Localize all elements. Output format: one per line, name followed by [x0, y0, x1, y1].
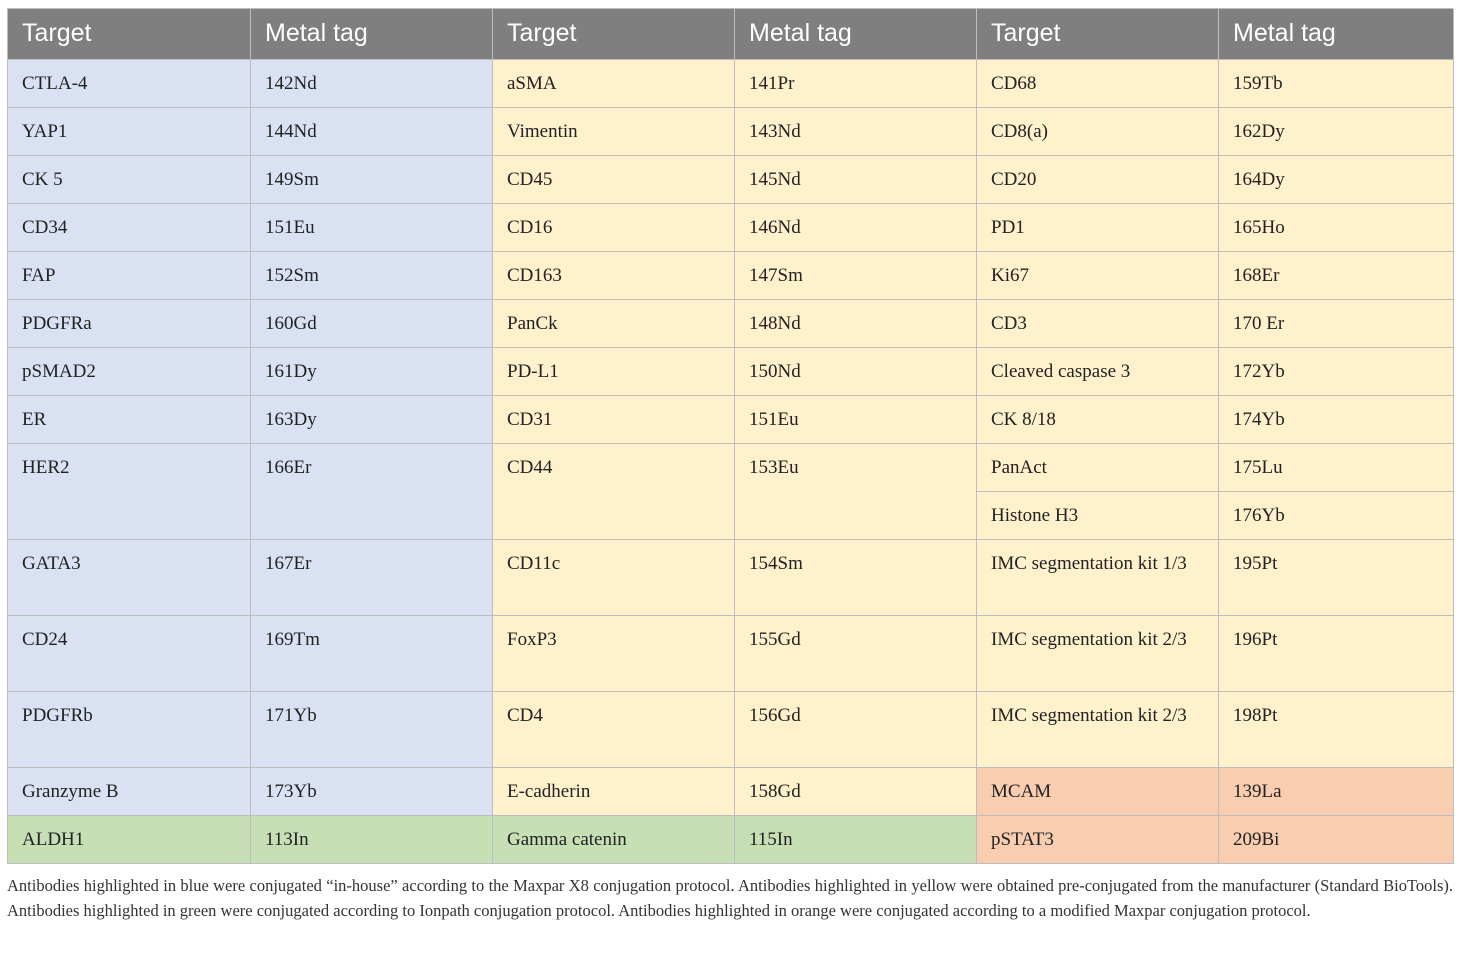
table-cell-target: CD20: [977, 156, 1219, 204]
header-target-2: Target: [493, 9, 735, 60]
table-cell-metal-tag: 151Eu: [735, 396, 977, 444]
table-cell-target: CK 8/18: [977, 396, 1219, 444]
table-cell-target: Cleaved caspase 3: [977, 348, 1219, 396]
table-cell-target: PDGFRa: [8, 300, 251, 348]
table-cell-target: CD16: [493, 204, 735, 252]
table-cell-metal-tag: 175Lu: [1219, 444, 1454, 492]
table-cell-metal-tag: 173Yb: [251, 768, 493, 816]
table-cell-metal-tag: 147Sm: [735, 252, 977, 300]
table-cell-target: CD68: [977, 60, 1219, 108]
table-cell-target: YAP1: [8, 108, 251, 156]
table-cell-metal-tag: 169Tm: [251, 616, 493, 692]
table-cell-metal-tag: 158Gd: [735, 768, 977, 816]
table-cell-metal-tag: 148Nd: [735, 300, 977, 348]
table-cell-target: Granzyme B: [8, 768, 251, 816]
table-cell-metal-tag: 198Pt: [1219, 692, 1454, 768]
table-cell-target: Ki67: [977, 252, 1219, 300]
table-cell-metal-tag: 172Yb: [1219, 348, 1454, 396]
table-cell-target: GATA3: [8, 540, 251, 616]
table-cell-metal-tag: 209Bi: [1219, 816, 1454, 864]
table-cell-metal-tag: 161Dy: [251, 348, 493, 396]
table-cell-target: CD31: [493, 396, 735, 444]
table-cell-target: IMC segmentation kit 2/3: [977, 616, 1219, 692]
header-target-3: Target: [977, 9, 1219, 60]
header-metal-tag-3: Metal tag: [1219, 9, 1454, 60]
table-cell-metal-tag: 159Tb: [1219, 60, 1454, 108]
table-cell-metal-tag: 151Eu: [251, 204, 493, 252]
table-cell-target: HER2: [8, 444, 251, 540]
table-cell-metal-tag: 168Er: [1219, 252, 1454, 300]
table-cell-target: IMC segmentation kit 1/3: [977, 540, 1219, 616]
table-cell-target: CD34: [8, 204, 251, 252]
table-cell-metal-tag: 167Er: [251, 540, 493, 616]
table-cell-metal-tag: 155Gd: [735, 616, 977, 692]
table-cell-metal-tag: 152Sm: [251, 252, 493, 300]
table-cell-metal-tag: 149Sm: [251, 156, 493, 204]
table-cell-metal-tag: 170 Er: [1219, 300, 1454, 348]
table-cell-target: Gamma catenin: [493, 816, 735, 864]
table-cell-metal-tag: 163Dy: [251, 396, 493, 444]
table-cell-metal-tag: 166Er: [251, 444, 493, 540]
table-cell-target: CD11c: [493, 540, 735, 616]
table-cell-metal-tag: 171Yb: [251, 692, 493, 768]
table-cell-metal-tag: 153Eu: [735, 444, 977, 540]
table-cell-target: Vimentin: [493, 108, 735, 156]
table-cell-target: aSMA: [493, 60, 735, 108]
table-cell-metal-tag: 145Nd: [735, 156, 977, 204]
table-cell-target: pSMAD2: [8, 348, 251, 396]
antibody-table: Target Metal tag Target Metal tag Target…: [7, 8, 1454, 864]
table-cell-target: CD45: [493, 156, 735, 204]
header-metal-tag-2: Metal tag: [735, 9, 977, 60]
table-cell-target: Histone H3: [977, 492, 1219, 540]
table-cell-target: PanCk: [493, 300, 735, 348]
table-cell-target: CD44: [493, 444, 735, 540]
table-cell-metal-tag: 164Dy: [1219, 156, 1454, 204]
table-cell-metal-tag: 139La: [1219, 768, 1454, 816]
table-cell-metal-tag: 176Yb: [1219, 492, 1454, 540]
table-cell-target: pSTAT3: [977, 816, 1219, 864]
table-cell-metal-tag: 150Nd: [735, 348, 977, 396]
table-cell-target: PanAct: [977, 444, 1219, 492]
table-cell-target: CD3: [977, 300, 1219, 348]
table-cell-target: E-cadherin: [493, 768, 735, 816]
table-cell-metal-tag: 143Nd: [735, 108, 977, 156]
table-cell-target: FAP: [8, 252, 251, 300]
table-cell-target: FoxP3: [493, 616, 735, 692]
table-cell-metal-tag: 195Pt: [1219, 540, 1454, 616]
table-cell-target: CD163: [493, 252, 735, 300]
table-cell-metal-tag: 141Pr: [735, 60, 977, 108]
table-cell-target: MCAM: [977, 768, 1219, 816]
table-cell-metal-tag: 142Nd: [251, 60, 493, 108]
table-cell-metal-tag: 113In: [251, 816, 493, 864]
header-metal-tag-1: Metal tag: [251, 9, 493, 60]
header-target-1: Target: [8, 9, 251, 60]
table-cell-metal-tag: 156Gd: [735, 692, 977, 768]
table-cell-metal-tag: 146Nd: [735, 204, 977, 252]
table-cell-target: ALDH1: [8, 816, 251, 864]
table-cell-metal-tag: 196Pt: [1219, 616, 1454, 692]
table-cell-metal-tag: 144Nd: [251, 108, 493, 156]
table-cell-metal-tag: 154Sm: [735, 540, 977, 616]
table-cell-target: CD4: [493, 692, 735, 768]
table-cell-target: IMC segmentation kit 2/3: [977, 692, 1219, 768]
table-cell-target: PD1: [977, 204, 1219, 252]
table-cell-target: CTLA-4: [8, 60, 251, 108]
table-cell-metal-tag: 160Gd: [251, 300, 493, 348]
table-caption: Antibodies highlighted in blue were conj…: [7, 876, 1453, 920]
table-cell-target: CD8(a): [977, 108, 1219, 156]
table-cell-metal-tag: 165Ho: [1219, 204, 1454, 252]
table-cell-target: CK 5: [8, 156, 251, 204]
table-cell-target: PDGFRb: [8, 692, 251, 768]
table-cell-metal-tag: 162Dy: [1219, 108, 1454, 156]
table-cell-target: ER: [8, 396, 251, 444]
table-cell-metal-tag: 115In: [735, 816, 977, 864]
table-cell-target: PD-L1: [493, 348, 735, 396]
table-cell-metal-tag: 174Yb: [1219, 396, 1454, 444]
table-cell-target: CD24: [8, 616, 251, 692]
